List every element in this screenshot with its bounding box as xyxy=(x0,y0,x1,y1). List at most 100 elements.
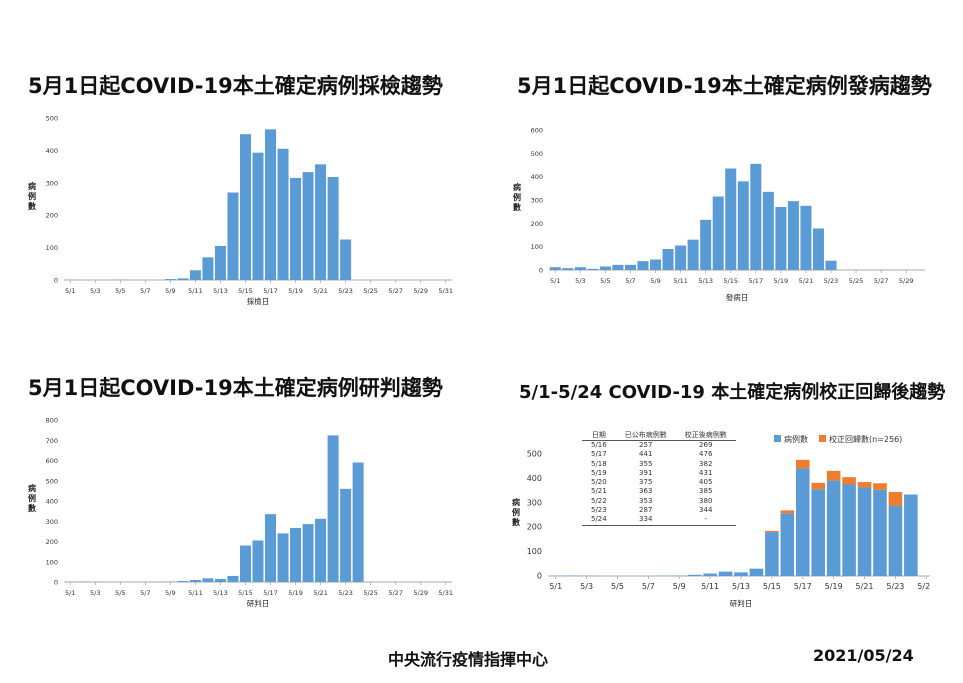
table-header-cell: 校正後病例數 xyxy=(675,430,736,441)
x-tick-label: 5/21 xyxy=(856,582,874,591)
corrected-trend-chart: 0 100 200 300 400 500 5/1 5/3 5/5 5/7 5/9 5/11 5/13 5… xyxy=(512,434,930,608)
y-tick-label: 500 xyxy=(46,115,58,123)
x-tick-label: 5/5 xyxy=(115,589,125,597)
bar-5/20 xyxy=(842,484,856,576)
bar-5/12 xyxy=(687,239,699,270)
bar-5/3 xyxy=(574,267,586,270)
table-header-row: 日期 已公布病例數 校正後病例數 xyxy=(582,430,736,441)
bar-5/19 xyxy=(775,207,787,270)
legend-swatch xyxy=(774,435,781,442)
y-tick-label: 100 xyxy=(46,558,58,566)
x-tick-label: 5/23 xyxy=(338,287,353,295)
y-tick-label: 600 xyxy=(46,457,58,465)
table-row: 5/19 391 431 xyxy=(582,469,736,478)
x-tick-label: 5/9 xyxy=(165,589,175,597)
x-tick-label: 5/13 xyxy=(213,589,228,597)
table-cell: 5/22 xyxy=(591,496,607,505)
bar-5/13 xyxy=(214,245,226,280)
x-tick-label: 5/7 xyxy=(140,589,150,597)
onset-date-chart: 0 100 200 300 400 500 600 5/1 5/3 5/5 5/7 5/9 5/11 5/… xyxy=(513,127,925,302)
x-axis-label: 研判日 xyxy=(247,598,270,608)
y-tick-label: 100 xyxy=(531,243,543,251)
y-tick-label: 200 xyxy=(531,220,543,228)
bar-5/20 xyxy=(302,524,314,582)
bar-5/19 xyxy=(826,470,841,481)
y-tick-label: 300 xyxy=(531,197,543,205)
y-axis-label-char: 例 xyxy=(512,507,520,517)
confirmation-date-chart: 0 100 200 300 400 500 600 700 800 5/1 5/3 5/5 5/7 5/9… xyxy=(28,417,453,609)
bar-5/15 xyxy=(725,168,737,270)
bar-5/21 xyxy=(315,518,327,582)
footer-date: 2021/05/24 xyxy=(813,646,914,665)
y-tick-label: 800 xyxy=(46,417,58,425)
x-tick-label: 5/27 xyxy=(388,287,403,295)
x-tick-label: 5/19 xyxy=(825,582,843,591)
table-cell: 5/17 xyxy=(591,450,607,459)
x-tick-label: 5/13 xyxy=(213,287,228,295)
chart-title-sampling: 5月1日起COVID-19本土確定病例採檢趨勢 xyxy=(28,74,443,98)
y-tick-label: 300 xyxy=(46,518,58,526)
table-cell: 382 xyxy=(699,459,713,468)
bar-5/20 xyxy=(302,172,314,280)
bar-5/13 xyxy=(734,572,748,576)
x-tick-label: 5/1 xyxy=(65,589,75,597)
y-axis-label-char: 數 xyxy=(512,517,520,527)
bar-5/14 xyxy=(749,568,764,576)
bar-5/8 xyxy=(637,261,649,270)
x-tick-label: 5/31 xyxy=(438,287,453,295)
bar-5/18 xyxy=(762,191,774,270)
bar-5/9 xyxy=(164,279,176,280)
x-tick-label: 5/17 xyxy=(263,287,278,295)
y-axis-label-char: 數 xyxy=(28,503,36,513)
bar-5/22 xyxy=(327,176,339,280)
bar-5/21 xyxy=(857,487,872,576)
bar-5/14 xyxy=(227,192,239,280)
bar-5/15 xyxy=(239,134,251,280)
x-tick-label: 5/21 xyxy=(313,589,328,597)
x-tick-label: 5/11 xyxy=(188,589,203,597)
bar-5/18 xyxy=(277,533,289,582)
y-axis-label-char: 病 xyxy=(28,483,36,493)
x-axis-label: 發病日 xyxy=(726,292,749,302)
x-tick-label: 5/17 xyxy=(794,582,812,591)
legend-label: 校正回歸數(n=256) xyxy=(829,434,902,444)
sampling-date-chart: 0 100 200 300 400 500 5/1 5/3 5/5 5/7 5/9 5/11 5/13 5… xyxy=(28,115,453,307)
table-cell: 441 xyxy=(639,450,653,459)
bar-5/9 xyxy=(650,259,662,270)
table-cell: 5/21 xyxy=(591,487,607,496)
table-row: 5/24 334- xyxy=(582,515,736,526)
x-axis-label: 研判日 xyxy=(730,598,753,608)
x-tick-label: 5/25 xyxy=(363,287,378,295)
bar-5/18 xyxy=(811,482,825,490)
bar-5/23 xyxy=(340,239,352,280)
x-tick-label: 5/19 xyxy=(774,277,789,285)
y-tick-label: 700 xyxy=(46,437,58,445)
x-tick-label: 5/1 xyxy=(550,277,560,285)
bar-5/16 xyxy=(780,513,795,576)
bar-5/10 xyxy=(662,249,674,270)
footer-org: 中央流行疫情指揮中心 xyxy=(388,650,549,669)
y-tick-label: 400 xyxy=(527,474,542,483)
x-tick-label: 5/9 xyxy=(673,582,686,591)
bar-5/16 xyxy=(780,510,795,514)
table-cell: 5/24 xyxy=(582,515,616,526)
bar-5/19 xyxy=(826,480,841,576)
y-axis-label-char: 例 xyxy=(28,191,36,201)
y-tick-label: 100 xyxy=(46,244,58,252)
y-tick-label: 200 xyxy=(527,523,542,532)
x-tick-label: 5/15 xyxy=(238,287,253,295)
x-tick-label: 5/31 xyxy=(438,589,453,597)
y-axis-label-char: 例 xyxy=(28,493,36,503)
x-tick-label: 5/9 xyxy=(650,277,660,285)
y-tick-label: 300 xyxy=(527,498,542,507)
table-cell: 385 xyxy=(699,487,713,496)
table-cell: 5/23 xyxy=(591,506,607,515)
x-tick-label: 5/29 xyxy=(413,287,428,295)
bar-5/12 xyxy=(718,571,733,576)
x-tick-label: 5/27 xyxy=(388,589,403,597)
x-tick-label: 5/19 xyxy=(288,589,303,597)
bar-5/22 xyxy=(873,483,887,490)
table-cell: 344 xyxy=(699,506,713,515)
y-tick-label: 0 xyxy=(54,277,58,285)
y-axis-label-char: 病 xyxy=(28,181,36,191)
